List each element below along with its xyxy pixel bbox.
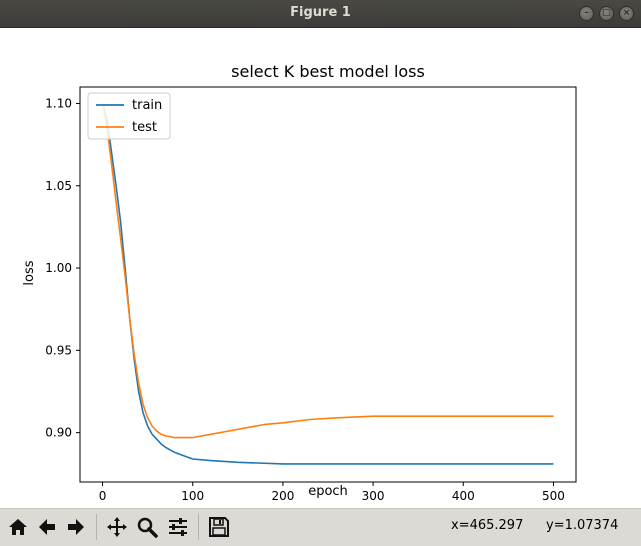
legend-label-test: test [132, 120, 157, 135]
save-icon[interactable] [206, 514, 232, 540]
maximize-button[interactable]: □ [599, 6, 614, 21]
navigation-toolbar: x=465.297 y=1.07374 [0, 508, 641, 546]
toolbar-separator [198, 514, 199, 540]
legend: train test [87, 92, 171, 140]
home-icon[interactable] [5, 514, 31, 540]
forward-arrow-icon[interactable] [63, 514, 89, 540]
window-titlebar: Figure 1 – □ × [0, 0, 641, 28]
y-tick-label: 0.95 [45, 343, 72, 357]
x-tick-label: 200 [271, 489, 294, 503]
series-line-train [101, 103, 554, 465]
toolbar-separator [96, 514, 97, 540]
line-chart: select K best model loss epoch loss 0 100… [22, 62, 577, 503]
y-coordinate-readout: y=1.07374 [546, 518, 619, 533]
window-title: Figure 1 [290, 5, 351, 20]
x-tick-label: 100 [181, 489, 204, 503]
x-tick-label: 0 [99, 489, 107, 503]
pan-icon[interactable] [104, 514, 130, 540]
close-button[interactable]: × [619, 6, 634, 21]
legend-label-train: train [132, 98, 162, 113]
x-coordinate-readout: x=465.297 [451, 518, 524, 533]
minimize-button[interactable]: – [579, 6, 594, 21]
y-axis-label: loss [22, 260, 37, 285]
x-tick-label: 300 [362, 489, 385, 503]
subplots-config-icon[interactable] [165, 514, 191, 540]
y-tick-label: 1.00 [45, 261, 72, 275]
y-tick-label: 1.05 [45, 179, 72, 193]
chart-title: select K best model loss [231, 62, 425, 81]
y-tick-label: 1.10 [45, 96, 72, 110]
x-tick-label: 400 [452, 489, 475, 503]
series-line-test [101, 103, 554, 439]
figure-canvas[interactable]: select K best model loss epoch loss 0 100… [0, 28, 641, 508]
x-tick-label: 500 [542, 489, 565, 503]
plot-area [79, 86, 577, 483]
y-tick-label: 0.90 [45, 426, 72, 440]
x-axis-label: epoch [308, 484, 348, 499]
zoom-icon[interactable] [134, 514, 160, 540]
back-arrow-icon[interactable] [34, 514, 60, 540]
